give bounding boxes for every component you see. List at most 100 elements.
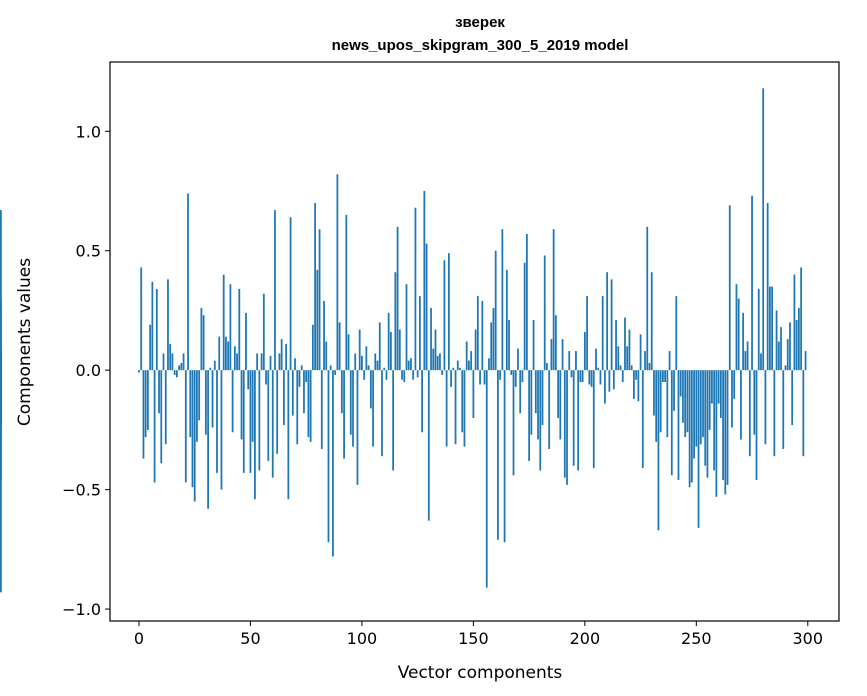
bar-component-289 <box>782 370 785 449</box>
bar-component-208 <box>601 296 604 371</box>
bar-component-152 <box>476 296 479 371</box>
bar-component-117 <box>398 329 401 371</box>
bar-component-202 <box>588 370 591 385</box>
bar-component-198 <box>579 370 582 383</box>
bar-component-287 <box>777 341 780 371</box>
bar-component-244 <box>682 370 684 423</box>
bar-component-219 <box>626 346 629 371</box>
bar-component-191 <box>563 370 566 478</box>
bar-component-217 <box>621 370 624 383</box>
bar-component-66 <box>285 343 288 371</box>
bar-component-60 <box>271 370 274 478</box>
bar-component-2 <box>142 370 145 459</box>
y-tick-label: −1.0 <box>62 600 101 619</box>
bar-component-173 <box>523 262 526 371</box>
bar-component-171 <box>519 370 522 414</box>
bar-component-83 <box>323 300 325 371</box>
bar-component-278 <box>757 288 760 371</box>
bar-component-243 <box>679 370 682 397</box>
bar-component-154 <box>481 300 484 371</box>
bar-component-286 <box>775 310 778 371</box>
bar-component-16 <box>173 370 176 375</box>
bar-component-237 <box>666 370 669 438</box>
bar-component-203 <box>590 370 593 387</box>
bar-component-120 <box>405 284 408 371</box>
bar-component-193 <box>568 351 571 371</box>
bar-component-145 <box>461 370 464 433</box>
bar-component-265 <box>728 205 731 371</box>
bar-component-105 <box>372 370 374 447</box>
bar-component-272 <box>744 351 747 371</box>
bar-component-7 <box>153 370 156 483</box>
bar-component-274 <box>748 370 751 457</box>
bar-component-39 <box>225 336 227 371</box>
bar-component-288 <box>780 327 782 371</box>
bar-component-149 <box>470 351 473 371</box>
y-tick-label: −0.5 <box>62 481 101 500</box>
bar-component-220 <box>628 329 631 371</box>
bar-component-291 <box>786 339 789 371</box>
bar-component-106 <box>374 353 377 371</box>
y-tick-label: 0.5 <box>76 242 101 261</box>
bar-component-51 <box>251 370 254 442</box>
bar-component-6 <box>151 281 154 371</box>
bar-component-undefined <box>0 210 2 371</box>
bar-component-268 <box>735 284 738 371</box>
bar-component-42 <box>231 370 234 433</box>
bar-component-89 <box>336 174 339 371</box>
bar-component-241 <box>675 296 678 371</box>
bar-component-232 <box>655 370 658 442</box>
y-tick-label: 1.0 <box>76 122 101 141</box>
bar-component-30 <box>204 370 207 435</box>
bar-component-192 <box>566 370 568 485</box>
bar-component-45 <box>238 288 241 371</box>
bar-component-205 <box>595 348 597 371</box>
bar-component-116 <box>396 226 399 371</box>
bar-component-73 <box>300 365 303 371</box>
bar-component-64 <box>280 339 283 371</box>
bar-component-29 <box>202 315 205 371</box>
bar-component-256 <box>708 370 711 430</box>
bar-component-238 <box>668 351 671 371</box>
bar-component-195 <box>572 370 575 466</box>
bar-component-210 <box>606 272 609 371</box>
bar-component-269 <box>737 298 740 371</box>
bar-component-230 <box>650 272 653 371</box>
bar-component-112 <box>387 312 390 371</box>
bar-component-242 <box>677 370 680 481</box>
bar-component-142 <box>454 370 457 445</box>
bar-component-24 <box>191 370 194 488</box>
bar-component-71 <box>296 370 299 445</box>
bar-component-113 <box>390 331 392 371</box>
bar-component-22 <box>187 193 189 371</box>
bar-component-175 <box>528 370 531 461</box>
bar-component-59 <box>269 355 272 371</box>
bar-component-214 <box>615 320 617 371</box>
bar-component-38 <box>222 274 225 371</box>
bar-component-124 <box>414 207 417 371</box>
bar-component-47 <box>242 370 245 473</box>
bar-component-199 <box>581 370 584 383</box>
bar-component-276 <box>753 370 756 435</box>
bar-component-262 <box>722 370 724 481</box>
bar-component-236 <box>664 370 666 383</box>
bar-component-266 <box>731 370 733 428</box>
y-tick-label: 0.0 <box>76 361 101 380</box>
bar-component-176 <box>530 370 533 435</box>
bar-component-77 <box>309 370 312 442</box>
bar-component-91 <box>340 370 343 414</box>
x-tick-label: 100 <box>347 629 378 648</box>
bar-component-97 <box>354 353 357 371</box>
bar-component-119 <box>403 370 406 383</box>
x-tick-label: 250 <box>681 629 712 648</box>
bar-component-261 <box>719 370 722 418</box>
bar-component-90 <box>338 322 341 371</box>
bar-component-23 <box>189 370 192 438</box>
bar-component-164 <box>503 370 506 543</box>
bar-component-253 <box>702 370 704 438</box>
bar-component-93 <box>345 214 348 371</box>
bar-component-224 <box>637 370 640 402</box>
bar-component-167 <box>510 370 513 375</box>
bar-component-18 <box>178 365 180 371</box>
